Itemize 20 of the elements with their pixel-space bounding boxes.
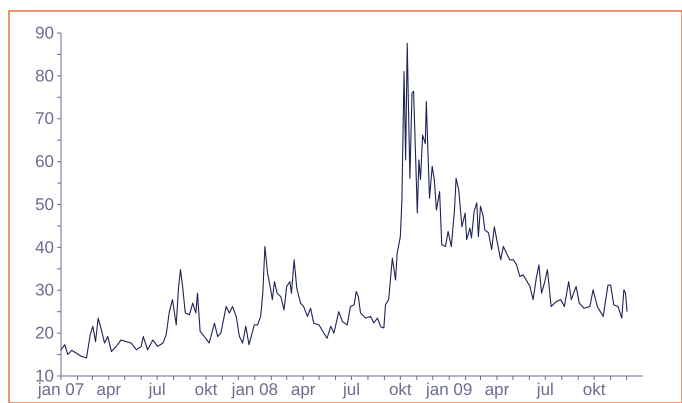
y-tick-label: 90 [35,23,54,42]
y-tick-label: 80 [35,66,54,86]
x-tick-label: jul [342,380,360,400]
x-tick-label: okt [194,380,218,400]
y-tick-label: 20 [35,324,54,343]
y-tick-label: 40 [35,238,54,257]
x-tick-label: okt [388,380,412,400]
y-tick-label: 60 [35,152,54,172]
x-tick-label: okt [582,380,606,400]
y-tick-label: 50 [35,194,54,214]
x-tick-label: apr [484,380,510,400]
line-series [60,42,628,359]
x-tick-label: jul [148,380,166,400]
x-tick-label: jan 08 [230,380,278,400]
y-tick-label: 30 [35,280,54,300]
x-tick-label: jul [536,380,554,400]
y-tick-label: 70 [35,109,54,128]
x-tick-label: apr [96,380,122,400]
x-tick-label: jan 09 [425,380,472,400]
x-tick-label: apr [290,380,316,400]
